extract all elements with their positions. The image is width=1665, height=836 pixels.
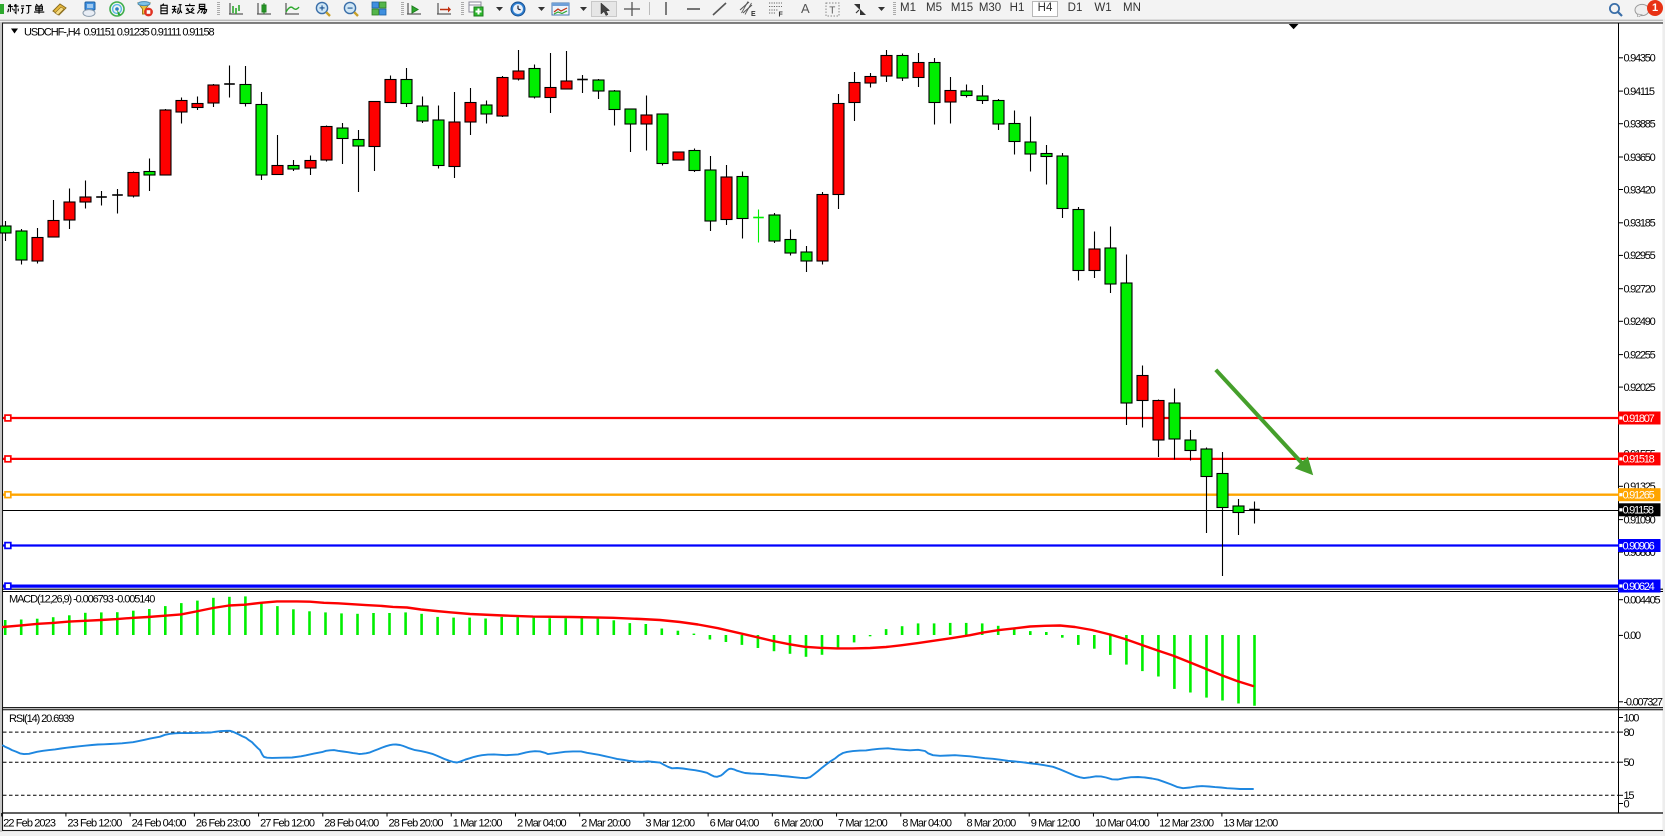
svg-text:22 Feb 2023: 22 Feb 2023 [3,818,56,830]
svg-text:100: 100 [1624,712,1640,724]
svg-text:80: 80 [1624,727,1635,739]
svg-text:USDCHF-,H4 0.91151 0.91235 0.: USDCHF-,H4 0.91151 0.91235 0.91111 0.911… [24,27,215,39]
svg-text:0.92255: 0.92255 [1624,349,1656,361]
svg-text:-0.007327: -0.007327 [1624,697,1663,709]
svg-text:0.91265: 0.91265 [1623,490,1655,502]
svg-text:2 Mar 04:00: 2 Mar 04:00 [517,818,567,830]
svg-text:0.90624: 0.90624 [1623,581,1655,593]
svg-text:0.92955: 0.92955 [1624,250,1656,262]
svg-text:+: + [319,3,325,14]
svg-text:0.92490: 0.92490 [1624,316,1656,328]
svg-text:0.92720: 0.92720 [1624,284,1656,296]
svg-text:23 Feb 12:00: 23 Feb 12:00 [67,818,122,830]
svg-text:0.93650: 0.93650 [1624,152,1656,164]
svg-text:0.93185: 0.93185 [1624,218,1656,230]
svg-text:F: F [779,12,784,18]
svg-text:0.90906: 0.90906 [1623,540,1655,552]
svg-text:0.00: 0.00 [1624,630,1642,642]
svg-text:0.91518: 0.91518 [1623,454,1655,466]
svg-text:RSI(14) 20.6939: RSI(14) 20.6939 [9,713,74,725]
svg-text:0.91158: 0.91158 [1623,505,1654,517]
svg-text:0: 0 [1624,798,1630,810]
svg-text:6 Mar 04:00: 6 Mar 04:00 [710,818,760,830]
svg-text:T: T [829,6,835,17]
svg-text:1 Mar 12:00: 1 Mar 12:00 [453,818,503,830]
svg-text:0.93885: 0.93885 [1624,119,1656,131]
svg-text:10 Mar 04:00: 10 Mar 04:00 [1095,818,1150,830]
svg-text:8 Mar 04:00: 8 Mar 04:00 [902,818,952,830]
svg-text:0.93420: 0.93420 [1624,184,1656,196]
svg-text:6 Mar 20:00: 6 Mar 20:00 [774,818,824,830]
svg-text:3 Mar 12:00: 3 Mar 12:00 [645,818,695,830]
svg-text:27 Feb 12:00: 27 Feb 12:00 [260,818,315,830]
svg-text:12 Mar 23:00: 12 Mar 23:00 [1159,818,1214,830]
svg-text:7 Mar 12:00: 7 Mar 12:00 [838,818,888,830]
svg-text:0.004405: 0.004405 [1624,595,1661,607]
svg-text:26 Feb 23:00: 26 Feb 23:00 [196,818,251,830]
svg-text:0.91807: 0.91807 [1623,413,1655,425]
svg-text:24 Feb 04:00: 24 Feb 04:00 [132,818,187,830]
svg-text:0.92025: 0.92025 [1624,382,1656,394]
svg-text:50: 50 [1624,757,1635,769]
svg-text:13 Mar 12:00: 13 Mar 12:00 [1223,818,1278,830]
svg-text:0.94115: 0.94115 [1624,86,1655,98]
svg-text:9 Mar 12:00: 9 Mar 12:00 [1031,818,1081,830]
svg-text:28 Feb 04:00: 28 Feb 04:00 [324,818,379,830]
svg-text:0.91090: 0.91090 [1624,514,1656,526]
svg-text:−: − [347,3,353,14]
svg-text:2 Mar 20:00: 2 Mar 20:00 [581,818,631,830]
svg-text:8 Mar 20:00: 8 Mar 20:00 [967,818,1017,830]
svg-text:15: 15 [1624,790,1635,802]
svg-text:28 Feb 20:00: 28 Feb 20:00 [389,818,444,830]
svg-text:E: E [751,11,756,17]
svg-text:0.94350: 0.94350 [1624,53,1656,65]
svg-text:MACD(12,26,9) -0.006793 -0.005: MACD(12,26,9) -0.006793 -0.005140 [9,594,155,606]
